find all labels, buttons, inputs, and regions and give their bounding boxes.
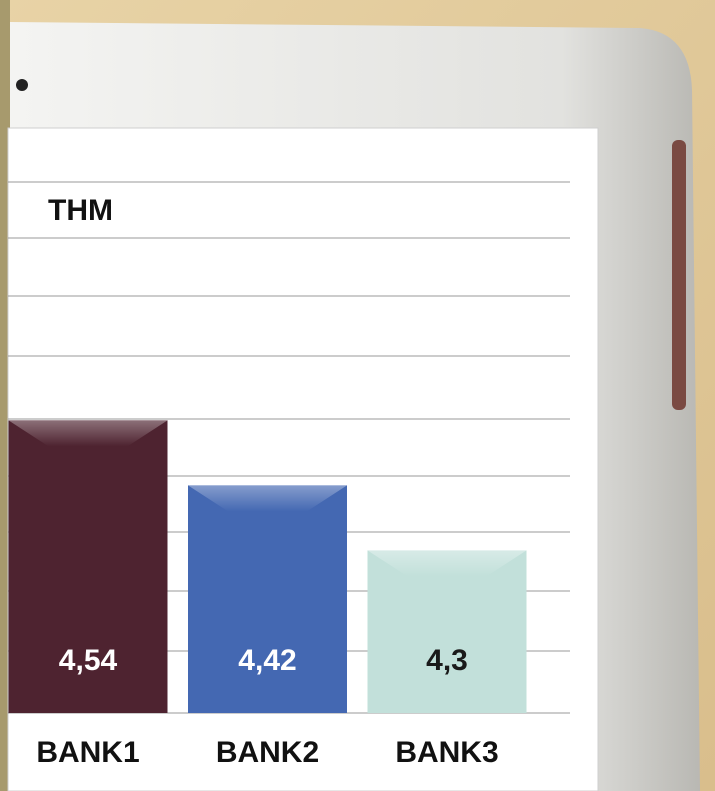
value-label: 4,3 [426,644,468,677]
chart-title: THM [48,194,113,227]
bar-shine [8,420,168,447]
bar-shine [367,550,527,577]
tablet-button [672,140,686,410]
value-label: 4,54 [59,644,118,677]
bar [8,420,168,713]
x-tick-label: BANK1 [36,736,139,769]
bar [367,550,527,713]
camera [16,79,28,91]
value-label: 4,42 [238,644,296,677]
x-tick-label: BANK3 [395,736,498,769]
x-tick-label: BANK2 [216,736,319,769]
bar [188,485,347,713]
bar-shine [188,485,347,512]
left-photo-strip [0,0,10,791]
